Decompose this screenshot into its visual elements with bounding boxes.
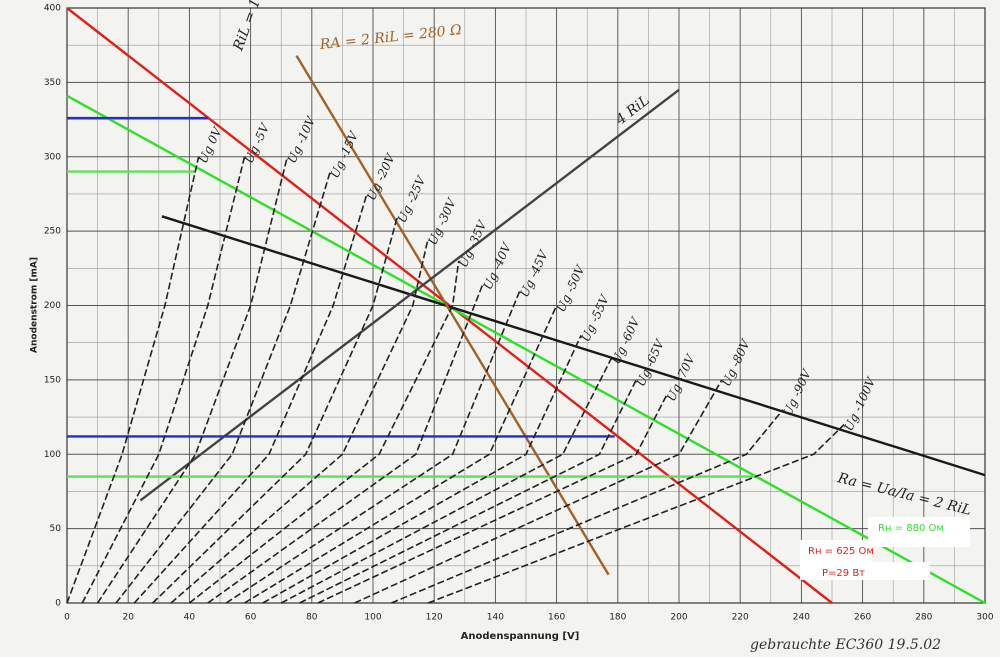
- x-axis-title: Anodenspannung [V]: [461, 631, 580, 642]
- tube-curve: [133, 193, 368, 604]
- load-line: [66, 94, 986, 605]
- tube-curve: [317, 394, 668, 604]
- x-tick-label: 280: [915, 613, 932, 623]
- load-line: [161, 215, 986, 477]
- tube-curve: [262, 334, 582, 604]
- y-tick-label: 300: [44, 152, 61, 162]
- label-box: [868, 517, 970, 547]
- x-tick-label: 80: [306, 613, 318, 623]
- x-tick-label: 220: [732, 613, 749, 623]
- y-tick-label: 350: [44, 78, 61, 88]
- annotation: gebrauchte EC360 19.5.02: [750, 637, 941, 653]
- x-tick-label: 40: [184, 613, 196, 623]
- load-line: [139, 88, 680, 502]
- x-tick-label: 260: [854, 613, 871, 623]
- tube-curve: [299, 379, 637, 604]
- y-tick-label: 200: [44, 301, 61, 311]
- tube-curve: [152, 216, 399, 604]
- label-box: [800, 540, 872, 562]
- tube-curve: [225, 290, 521, 604]
- x-tick-label: 200: [670, 613, 687, 623]
- label-box: [800, 562, 930, 580]
- x-tick-label: 20: [122, 613, 134, 623]
- y-tick-label: 150: [44, 375, 61, 385]
- x-tick-label: 160: [548, 613, 565, 623]
- y-tick-label: 100: [44, 450, 61, 460]
- tube-curve: [354, 379, 723, 604]
- x-tick-label: 240: [793, 613, 810, 623]
- x-tick-label: 120: [426, 613, 443, 623]
- tube-curve: [81, 156, 246, 604]
- annotation: P=29 Вт: [822, 568, 865, 579]
- x-tick-label: 0: [64, 613, 70, 623]
- x-tick-label: 100: [364, 613, 381, 623]
- tube-curve: [66, 156, 200, 604]
- y-tick-label: 50: [50, 524, 62, 534]
- annotation: Rн = 625 Ом: [808, 546, 874, 557]
- x-tick-label: 300: [976, 613, 993, 623]
- load-line: [295, 54, 610, 576]
- tube-curve: [427, 423, 845, 604]
- x-tick-label: 140: [487, 613, 504, 623]
- y-tick-label: 0: [55, 599, 61, 609]
- tube-curve: [207, 282, 484, 604]
- tube-curve: [280, 357, 613, 604]
- tube-curve: [244, 305, 558, 604]
- plot-frame: [66, 7, 986, 604]
- x-tick-label: 180: [609, 613, 626, 623]
- tube-curve: [188, 260, 460, 604]
- tube-curve: [96, 156, 289, 604]
- tube-curve: [391, 409, 784, 604]
- y-tick-label: 400: [44, 4, 61, 14]
- tube-curve: [170, 238, 429, 604]
- x-tick-label: 60: [245, 613, 257, 623]
- annotation: Rн = 880 Ом: [878, 523, 944, 534]
- y-tick-label: 250: [44, 227, 61, 237]
- tube-curve: [115, 171, 331, 604]
- y-axis-title: Anodenstrom [mA]: [30, 257, 40, 353]
